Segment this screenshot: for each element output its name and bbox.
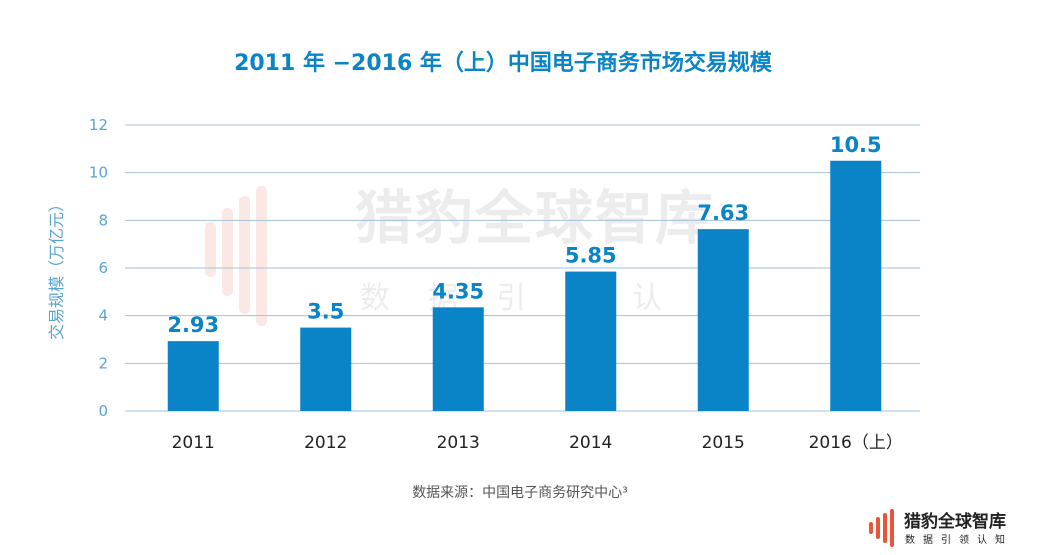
logo-tagline: 数据引领认知 — [905, 533, 1013, 546]
data-label: 5.85 — [565, 244, 617, 268]
y-tick-label: 2 — [98, 354, 108, 372]
watermark: 猎豹全球智库 数据引领认知 — [205, 184, 768, 326]
data-labels: 2.93 3.5 4.35 5.85 7.63 10.5 — [167, 133, 881, 337]
bar — [300, 327, 352, 411]
data-label: 3.5 — [307, 300, 344, 324]
gridlines — [125, 124, 920, 412]
bar-stripes-logo-icon — [869, 509, 894, 547]
logo-name: 猎豹全球智库 — [904, 511, 1006, 532]
chart-title: 2011 年 −2016 年（上）中国电子商务市场交易规模 — [234, 50, 773, 76]
watermark-logo-icon — [205, 186, 267, 326]
bar — [697, 229, 749, 411]
y-tick-label: 6 — [98, 259, 108, 277]
bar — [432, 307, 484, 411]
data-label: 10.5 — [830, 133, 882, 157]
bar — [830, 160, 882, 411]
data-label: 2.93 — [167, 313, 219, 337]
watermark-sub: 数据引领认知 — [360, 281, 768, 316]
y-tick-label: 0 — [98, 402, 108, 420]
y-axis-ticks: 0 2 4 6 8 10 12 — [89, 116, 108, 420]
y-tick-label: 8 — [98, 211, 108, 229]
x-axis-ticks: 2011 2012 2013 2014 2015 2016（上） — [172, 433, 903, 453]
bars — [167, 160, 882, 411]
source-note: 数据来源：中国电子商务研究中心³ — [412, 485, 628, 501]
bar — [565, 271, 617, 411]
data-label: 4.35 — [432, 279, 484, 303]
y-tick-label: 12 — [89, 116, 108, 134]
logo: 猎豹全球智库 数据引领认知 — [869, 509, 1013, 547]
x-tick-label: 2013 — [437, 433, 480, 453]
x-tick-label: 2014 — [569, 433, 612, 453]
x-tick-label: 2016（上） — [809, 433, 903, 453]
y-axis-label: 交易规模（万亿元） — [47, 196, 66, 340]
watermark-main: 猎豹全球智库 — [355, 184, 715, 252]
data-label: 7.63 — [697, 201, 749, 225]
x-tick-label: 2011 — [172, 433, 215, 453]
x-tick-label: 2012 — [304, 433, 347, 453]
x-tick-label: 2015 — [702, 433, 745, 453]
bar — [167, 341, 219, 411]
y-tick-label: 4 — [98, 307, 108, 325]
y-tick-label: 10 — [89, 164, 108, 182]
